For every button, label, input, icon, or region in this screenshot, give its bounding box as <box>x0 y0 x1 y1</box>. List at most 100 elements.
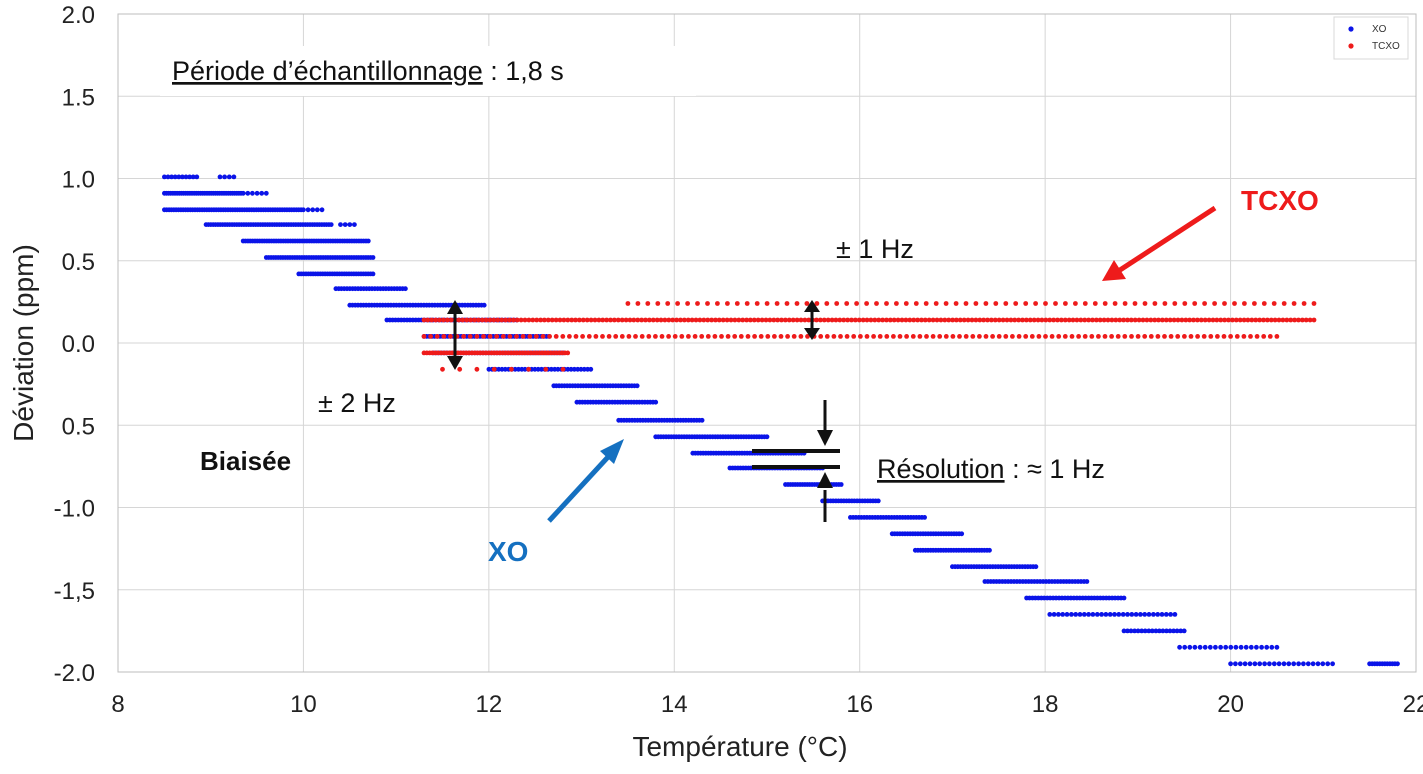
xo-data-point <box>1223 644 1229 650</box>
tcxo-data-point <box>1265 317 1270 323</box>
period-annotation-background <box>160 46 696 96</box>
tcxo-span-double-arrow <box>804 300 820 340</box>
period-label: Période d’échantillonnage <box>172 56 483 86</box>
tcxo-data-point <box>479 317 485 323</box>
xo-data-point <box>1181 628 1187 634</box>
tcxo-data-point <box>922 317 928 323</box>
y-tick-label: 0.5 <box>62 413 95 440</box>
tcxo-data-point <box>732 317 738 323</box>
xo-data-point <box>1242 661 1248 667</box>
tcxo-callout-label: TCXO <box>1241 185 1319 216</box>
tcxo-data-point <box>1168 334 1174 339</box>
xo-data-point <box>1116 612 1122 617</box>
tcxo-data-point <box>500 334 506 339</box>
tcxo-data-point <box>509 366 514 372</box>
tcxo-data-point <box>593 334 599 339</box>
xo-data-point <box>370 271 376 277</box>
tcxo-data-point <box>868 317 874 323</box>
tcxo-data-point <box>712 334 718 339</box>
tcxo-data-point <box>1202 317 1208 323</box>
tcxo-data-point <box>805 334 810 339</box>
y-tick-label: 1.5 <box>62 84 95 111</box>
tcxo-data-point <box>791 334 797 339</box>
tcxo-data-point <box>565 317 571 323</box>
tcxo-data-point <box>903 317 909 323</box>
tcxo-data-point <box>567 334 572 339</box>
tcxo-data-point <box>880 317 885 323</box>
tcxo-data-point <box>627 317 633 323</box>
tcxo-data-point <box>1252 301 1257 306</box>
tcxo-data-point <box>693 317 699 323</box>
tcxo-data-point <box>1245 317 1251 323</box>
tcxo-data-point <box>549 317 555 323</box>
tcxo-data-point <box>619 334 625 339</box>
xo-data-point <box>581 366 587 372</box>
tcxo-data-point <box>990 334 995 339</box>
tcxo-data-point <box>977 334 982 339</box>
xo-data-point <box>1121 595 1127 601</box>
xo-data-point <box>1254 644 1259 650</box>
xo-data-point <box>1310 661 1316 667</box>
tcxo-data-point <box>784 301 790 306</box>
xo-data-point <box>1073 612 1079 617</box>
tcxo-data-point <box>675 301 680 306</box>
xo-data-point <box>1125 612 1130 617</box>
xo-arrow-head <box>600 439 624 464</box>
tcxo-data-point <box>685 317 691 323</box>
tcxo-data-point <box>464 317 470 323</box>
y-tick-label: 1.0 <box>62 167 95 194</box>
tcxo-data-point <box>518 317 524 323</box>
tcxo-data-point <box>1208 334 1214 339</box>
tcxo-data-point <box>474 334 480 339</box>
x-tick-label: 12 <box>476 691 503 718</box>
tcxo-data-point <box>1105 317 1111 323</box>
tcxo-data-point <box>514 317 520 323</box>
tcxo-data-point <box>662 317 668 323</box>
tcxo-data-point <box>763 317 769 323</box>
tcxo-data-point <box>1000 317 1006 323</box>
tcxo-data-point <box>553 317 559 323</box>
xo-data-point <box>1233 661 1238 667</box>
tcxo-data-point <box>1179 317 1185 323</box>
tcxo-data-point <box>670 317 676 323</box>
tcxo-data-point <box>1257 317 1262 323</box>
tcxo-data-point <box>786 317 792 323</box>
xo-data-point <box>352 222 357 228</box>
xo-data-point <box>1238 644 1244 650</box>
tcxo-data-point <box>1059 317 1064 323</box>
xo-data-point <box>1182 644 1188 650</box>
xo-data-point <box>1155 612 1161 617</box>
tcxo-data-point <box>919 317 924 323</box>
tcxo-data-point <box>821 317 827 323</box>
tcxo-data-point <box>713 317 718 323</box>
tcxo-data-point <box>758 334 764 339</box>
xo-data-point <box>1301 661 1306 667</box>
tcxo-data-point <box>440 366 445 372</box>
tcxo-data-point <box>468 317 473 323</box>
xo-data-point <box>263 190 269 196</box>
tcxo-data-point <box>1230 317 1235 323</box>
tcxo-series-points <box>421 301 1317 372</box>
tcxo-data-point <box>1221 334 1227 339</box>
tcxo-data-point <box>580 317 586 323</box>
tcxo-data-point <box>678 317 683 323</box>
tcxo-data-point <box>461 334 466 339</box>
tcxo-data-point <box>1292 317 1297 323</box>
tcxo-data-point <box>547 334 552 339</box>
tcxo-data-point <box>526 317 532 323</box>
tcxo-data-point <box>1031 317 1037 323</box>
tcxo-data-point <box>943 334 949 339</box>
tcxo-data-point <box>619 317 625 323</box>
tcxo-data-point <box>992 317 998 323</box>
tcxo-data-point <box>631 317 637 323</box>
legend-label-xo: XO <box>1372 24 1387 35</box>
tcxo-data-point <box>1155 334 1161 339</box>
xo-data-point <box>1146 612 1152 617</box>
tcxo-data-point <box>666 317 672 323</box>
tcxo-data-point <box>507 317 512 323</box>
xo-data-point <box>319 207 325 213</box>
tcxo-data-point <box>1142 301 1148 306</box>
xo-data-point <box>922 515 927 520</box>
xo-data-point <box>254 190 260 196</box>
tcxo-data-point <box>1062 317 1068 323</box>
